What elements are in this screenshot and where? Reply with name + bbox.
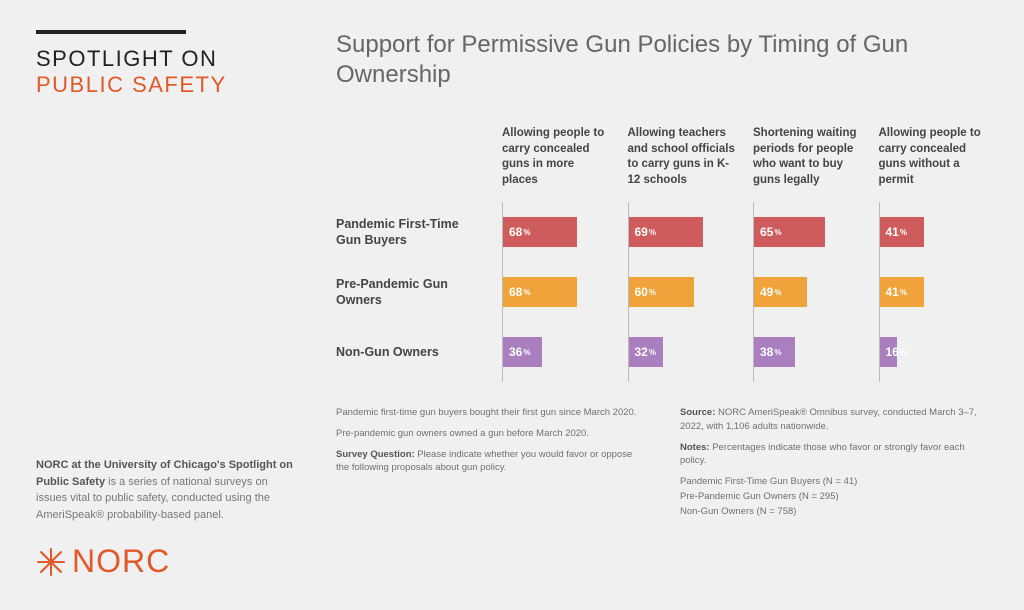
- spotlight-title: SPOTLIGHT ON PUBLIC SAFETY: [36, 46, 296, 98]
- bar: 38%: [754, 337, 795, 367]
- bar-cell: 38%: [753, 322, 863, 382]
- bar: 60%: [629, 277, 694, 307]
- bar-cell: 69%: [628, 202, 738, 262]
- bar-cell: 68%: [502, 202, 612, 262]
- row-label: Pre-Pandemic Gun Owners: [336, 276, 486, 309]
- column-header: Shortening waiting periods for people wh…: [753, 126, 863, 202]
- bar: 65%: [754, 217, 825, 247]
- bar-cell: 60%: [628, 262, 738, 322]
- logo-text: NORC: [72, 543, 170, 580]
- header-rule: [36, 30, 186, 34]
- n-line: Pandemic First-Time Gun Buyers (N = 41): [680, 475, 988, 489]
- footnote-col-left: Pandemic first-time gun buyers bought th…: [336, 406, 644, 525]
- title-line2: PUBLIC SAFETY: [36, 72, 296, 98]
- footnote-col-right: Source: NORC AmeriSpeak® Omnibus survey,…: [680, 406, 988, 525]
- bar: 68%: [503, 277, 577, 307]
- bar: 32%: [629, 337, 664, 367]
- n-line: Non-Gun Owners (N = 758): [680, 505, 988, 519]
- header-spacer: [336, 126, 486, 202]
- survey-question: Survey Question: Please indicate whether…: [336, 448, 644, 476]
- n-line: Pre-Pandemic Gun Owners (N = 295): [680, 490, 988, 504]
- notes-text: Percentages indicate those who favor or …: [680, 442, 965, 467]
- column-header: Allowing people to carry concealed guns …: [502, 126, 612, 202]
- right-column: Support for Permissive Gun Policies by T…: [336, 30, 988, 590]
- bar: 36%: [503, 337, 542, 367]
- left-column: SPOTLIGHT ON PUBLIC SAFETY NORC at the U…: [36, 30, 296, 590]
- chart-title: Support for Permissive Gun Policies by T…: [336, 30, 988, 90]
- footnote-line: Pre-pandemic gun owners owned a gun befo…: [336, 427, 644, 441]
- footnotes: Pandemic first-time gun buyers bought th…: [336, 406, 988, 525]
- left-description: NORC at the University of Chicago's Spot…: [36, 457, 296, 523]
- row-label: Non-Gun Owners: [336, 344, 486, 360]
- bar: 68%: [503, 217, 577, 247]
- infographic-page: SPOTLIGHT ON PUBLIC SAFETY NORC at the U…: [0, 0, 1024, 610]
- bar: 41%: [880, 277, 924, 307]
- bar-cell: 41%: [879, 262, 989, 322]
- bar: 69%: [629, 217, 704, 247]
- bar-cell: 65%: [753, 202, 863, 262]
- source-text: NORC AmeriSpeak® Omnibus survey, conduct…: [680, 407, 977, 432]
- norc-logo: NORC: [36, 543, 296, 580]
- source-line: Source: NORC AmeriSpeak® Omnibus survey,…: [680, 406, 988, 434]
- bar-cell: 68%: [502, 262, 612, 322]
- asterisk-icon: [36, 547, 66, 577]
- survey-q-label: Survey Question:: [336, 449, 415, 460]
- bar: 49%: [754, 277, 807, 307]
- bar-cell: 36%: [502, 322, 612, 382]
- notes-label: Notes:: [680, 442, 710, 453]
- title-line1: SPOTLIGHT ON: [36, 46, 296, 72]
- footnote-line: Pandemic first-time gun buyers bought th…: [336, 406, 644, 420]
- bar-cell: 16%: [879, 322, 989, 382]
- notes-line: Notes: Percentages indicate those who fa…: [680, 441, 988, 469]
- chart-grid: Allowing people to carry concealed guns …: [336, 126, 988, 382]
- row-label: Pandemic First-Time Gun Buyers: [336, 216, 486, 249]
- bar-cell: 41%: [879, 202, 989, 262]
- bar-cell: 49%: [753, 262, 863, 322]
- column-header: Allowing teachers and school officials t…: [628, 126, 738, 202]
- column-header: Allowing people to carry concealed guns …: [879, 126, 989, 202]
- bar-cell: 32%: [628, 322, 738, 382]
- bar: 41%: [880, 217, 924, 247]
- bar: 16%: [880, 337, 897, 367]
- source-label: Source:: [680, 407, 715, 418]
